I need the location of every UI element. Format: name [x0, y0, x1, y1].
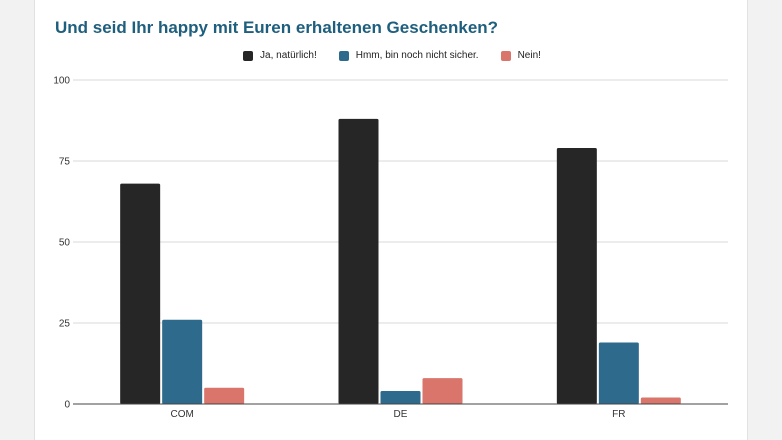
bar-de-series-3	[422, 378, 463, 404]
bar-com-series-2	[162, 319, 203, 404]
y-tick-label: 75	[59, 157, 71, 168]
bar-de-series-1	[338, 118, 379, 404]
legend-label-hmm: Hmm, bin noch nicht sicher.	[355, 50, 479, 61]
bar-fr-series-3	[640, 397, 681, 404]
x-tick-label: DE	[394, 409, 408, 420]
legend-label-ja: Ja, natürlich!	[260, 50, 317, 61]
bar-chart: 0 25 50 75 100 COM DE FR	[53, 76, 728, 420]
legend-item-ja: Ja, natürlich!	[243, 50, 317, 61]
y-tick-label: 100	[53, 76, 70, 87]
x-tick-label: COM	[170, 409, 193, 420]
legend-swatch-ja	[243, 50, 254, 61]
legend-item-hmm: Hmm, bin noch nicht sicher.	[338, 50, 479, 61]
y-tick-label: 50	[59, 238, 71, 249]
bar-fr-series-2	[598, 342, 639, 404]
chart-card: Und seid Ihr happy mit Euren erhaltenen …	[34, 0, 748, 440]
bar-com-series-3	[204, 387, 245, 404]
bar-fr-series-1	[556, 148, 597, 404]
y-tick-label: 0	[64, 400, 70, 411]
legend: Ja, natürlich! Hmm, bin noch nicht siche…	[35, 50, 749, 61]
legend-label-nein: Nein!	[517, 50, 541, 61]
y-tick-label: 25	[59, 319, 71, 330]
legend-swatch-hmm	[338, 50, 349, 61]
bar-de-series-2	[380, 391, 421, 404]
legend-swatch-nein	[500, 50, 511, 61]
bar-com-series-1	[120, 183, 161, 404]
legend-item-nein: Nein!	[500, 50, 541, 61]
chart-title: Und seid Ihr happy mit Euren erhaltenen …	[55, 18, 499, 37]
x-tick-label: FR	[612, 409, 625, 420]
